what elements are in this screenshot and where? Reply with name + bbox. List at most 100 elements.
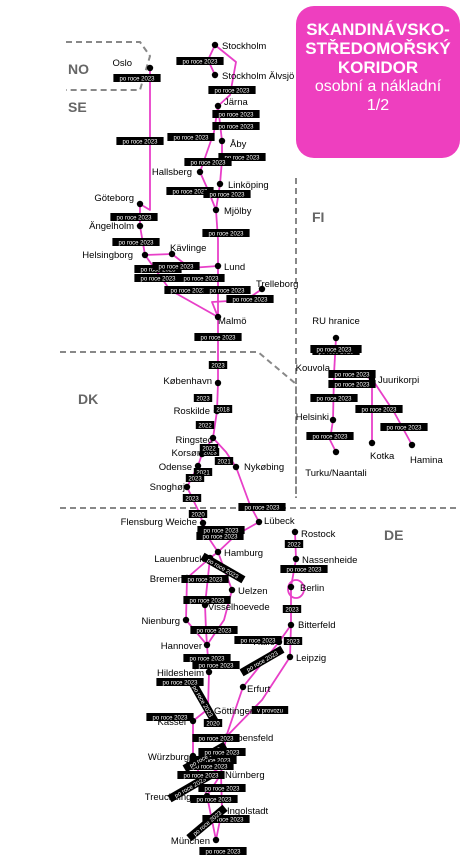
status-tag-bg xyxy=(380,423,428,431)
station-label-munchen: München xyxy=(171,836,210,847)
status-tag-text: po roce 2023 xyxy=(204,786,240,792)
station-label-roskilde: Roskilde xyxy=(174,406,210,417)
status-tag: po roce 2023 xyxy=(177,771,225,779)
status-tag: 2021 xyxy=(214,457,234,465)
station-label-bitterfeld: Bitterfeld xyxy=(298,620,336,631)
station-label-ru-hranice: RU hranice xyxy=(312,316,360,327)
status-tag-bg xyxy=(192,734,240,742)
status-tag: po roce 2023 xyxy=(156,678,204,686)
status-tag-text: po roce 2023 xyxy=(198,736,234,742)
station-dot-helsinki xyxy=(329,416,337,424)
station-label-stockholm: Stockholm xyxy=(222,41,266,52)
status-tag: 2020 xyxy=(203,719,223,727)
status-tag-bg xyxy=(202,229,250,237)
rail-line xyxy=(215,209,219,266)
status-tag: 2023 xyxy=(182,494,202,502)
status-tag-text: po roce 2023 xyxy=(316,396,352,402)
status-tag-bg xyxy=(167,133,215,141)
station-label-snogh-j: Snoghøj xyxy=(150,482,185,493)
status-tag-bg xyxy=(187,678,219,724)
status-tag: po roce 2023 xyxy=(167,133,215,141)
status-tag-text: po roce 2023 xyxy=(196,797,232,803)
station-label-kors-r: Korsør xyxy=(172,448,201,459)
status-tag: po roce 2023 xyxy=(116,137,164,145)
status-tag-text: po roce 2023 xyxy=(118,240,154,246)
status-tag-bg xyxy=(186,762,234,770)
status-tag: po roce 2023 xyxy=(328,380,376,388)
station-label-hamburg: Hamburg xyxy=(224,548,263,559)
station-dot-munchen xyxy=(212,836,220,844)
station-label-ringsted: Ringsted xyxy=(176,435,214,446)
status-tag-bg xyxy=(116,137,164,145)
status-tag: po roce 2023 xyxy=(310,394,358,402)
status-tag-text: po roce 2023 xyxy=(173,135,209,141)
station-dot-lubeck xyxy=(255,518,263,526)
station-label-linkoping: Linköping xyxy=(228,180,269,191)
station-dot-stockholm xyxy=(211,41,219,49)
station-label-odense: Odense xyxy=(159,462,192,473)
station-dot-uelzen xyxy=(228,586,236,594)
station-dot-leipzig xyxy=(286,653,294,661)
status-tag-bg xyxy=(203,190,251,198)
station-dot-aby xyxy=(218,137,226,145)
station-label-nurnberg: Nürnberg xyxy=(225,770,265,781)
status-tag: 2022 xyxy=(284,540,304,548)
rail-line xyxy=(139,68,151,211)
station-label-lund: Lund xyxy=(224,262,245,273)
station-label-berlin: Berlin xyxy=(300,583,324,594)
station-label-angelholm: Ängelholm xyxy=(89,221,134,232)
status-tag: po roce 2023 xyxy=(192,661,240,669)
station-label-oslo: Oslo xyxy=(112,58,132,69)
status-tag-text: po roce 2023 xyxy=(162,680,198,686)
status-tag: 2021 xyxy=(193,468,213,476)
status-tag: po roce 2023 xyxy=(203,190,251,198)
station-labels: Oslo Stockholm Stockholm Älvsjö Järna Åby Hal… xyxy=(82,41,443,847)
station-dot-goteborg xyxy=(136,200,144,208)
station-label-hallsberg: Hallsberg xyxy=(152,167,192,178)
status-tag-text: po roce 2023 xyxy=(196,628,232,634)
status-tag-bg xyxy=(226,295,274,303)
station-label-bremen: Bremen xyxy=(150,574,183,585)
status-tag-text: po roce 2023 xyxy=(192,764,228,770)
status-tag-bg xyxy=(166,187,214,195)
station-label-jarna: Järna xyxy=(224,97,248,108)
status-tag-bg xyxy=(177,274,225,282)
status-tag: po roce 2023 xyxy=(177,274,225,282)
status-tag-bg xyxy=(167,771,213,803)
status-tag-bg xyxy=(212,122,260,130)
station-label-trelleborg: Trelleborg xyxy=(256,279,298,290)
station-label-ebensfeld: Ebensfeld xyxy=(231,733,273,744)
map-title: SKANDINÁVSKO- STŘEDOMOŘSKÝ KORIDOR osobn… xyxy=(296,6,460,158)
status-tag-text: po roce 2023 xyxy=(189,598,225,604)
station-dot-bitterfeld xyxy=(287,621,295,629)
station-label-mjolby: Mjölby xyxy=(224,206,252,217)
status-tag-text: po roce 2023 xyxy=(224,155,260,161)
status-tag: po roce 2023 xyxy=(194,333,242,341)
title-line-5: 1/2 xyxy=(366,97,390,114)
status-tag-text: po roce 2023 xyxy=(189,656,225,662)
status-tag-bg xyxy=(202,815,250,823)
status-tag-text: po roce 2023 xyxy=(182,59,218,65)
status-tag: po roce 2023 xyxy=(328,370,376,378)
status-tag-bg xyxy=(189,756,237,764)
country-label-de: DE xyxy=(384,527,403,543)
station-label-juurikorpi: Juurikorpi xyxy=(378,375,419,386)
status-tag-text: 2020 xyxy=(206,721,220,727)
status-tag-bg xyxy=(196,532,244,540)
status-tag-bg xyxy=(184,158,232,166)
country-label-se: SE xyxy=(68,99,87,115)
status-tag-text: po roce 2023 xyxy=(202,534,238,540)
status-tag-text: po roce 2023 xyxy=(183,276,219,282)
status-tag-text: po roce 2023 xyxy=(152,715,188,721)
status-tag-text: po roce 2023 xyxy=(187,577,223,583)
station-dot-hamina xyxy=(408,441,416,449)
status-tag-text: po roce 2023 xyxy=(246,651,280,674)
status-tag-text: po roce 2023 xyxy=(218,124,254,130)
status-tag-text: 2022 xyxy=(198,423,212,429)
status-tag-text: po roce 2023 xyxy=(172,189,208,195)
station-dot-mjolby xyxy=(212,206,220,214)
station-label-hamina: Hamina xyxy=(410,455,443,466)
status-tag-bg xyxy=(152,262,200,270)
status-tag-bg xyxy=(198,784,246,792)
station-dot-oslo xyxy=(146,64,154,72)
